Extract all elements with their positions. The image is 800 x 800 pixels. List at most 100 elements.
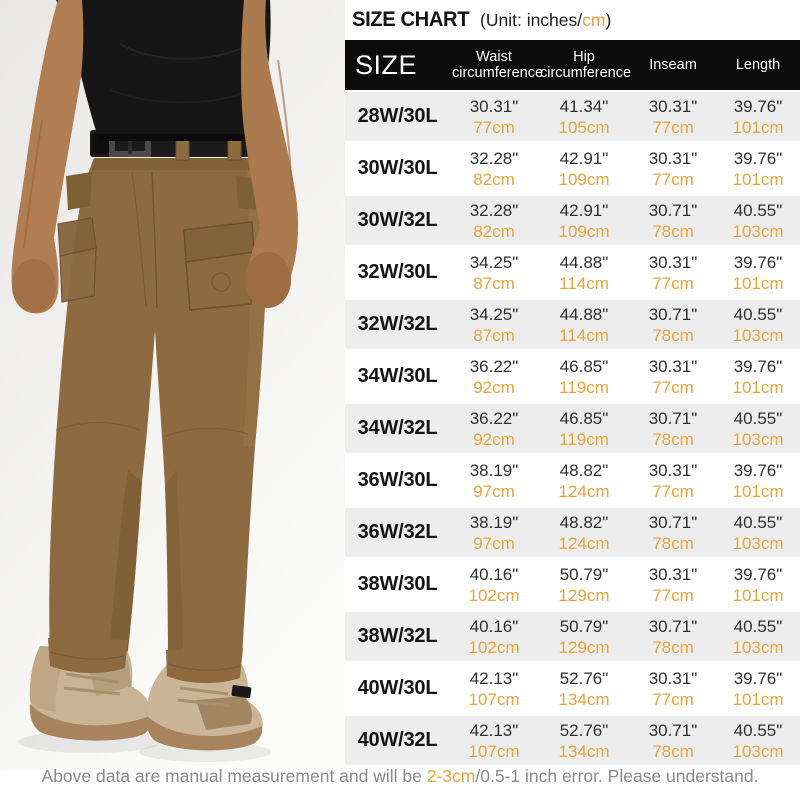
- cm-value: 78cm: [652, 533, 694, 553]
- cm-value: 109cm: [558, 221, 610, 241]
- hip-cell: 44.88" 114cm: [538, 252, 630, 294]
- size-label: 40W/32L: [357, 729, 438, 751]
- inseam-cell: 30.71" 78cm: [630, 408, 716, 450]
- hip-cell: 48.82" 124cm: [538, 460, 630, 502]
- inches-value: 32.28": [469, 148, 519, 168]
- cm-value: 103cm: [732, 637, 784, 657]
- inches-value: 40.55": [733, 408, 783, 428]
- hip-pocket-flap: [66, 172, 92, 210]
- inches-value: 40.16": [469, 616, 519, 636]
- size-chart-title: SIZE CHART (Unit: inches/cm): [345, 0, 800, 40]
- cm-value: 105cm: [558, 117, 610, 137]
- length-cell: 39.76" 101cm: [716, 96, 800, 138]
- inches-value: 39.76": [733, 460, 783, 480]
- inches-value: 40.16": [469, 564, 519, 584]
- inches-value: 52.76": [559, 720, 609, 740]
- inches-value: 30.31": [648, 564, 698, 584]
- unit-prefix: (Unit: inches/: [480, 9, 583, 30]
- table-row: 28W/30L 30.31" 77cm 41.34" 105cm 30.31" 77c…: [345, 92, 800, 141]
- inches-value: 32.28": [469, 200, 519, 220]
- hip-cell: 48.82" 124cm: [538, 512, 630, 554]
- cm-value: 102cm: [468, 585, 520, 605]
- inches-value: 39.76": [733, 252, 783, 272]
- pant-cuffs: [48, 638, 243, 684]
- hip-cell: 52.76" 134cm: [538, 668, 630, 710]
- inseam-cell: 30.31" 77cm: [630, 668, 716, 710]
- column-header-length: Length: [735, 56, 781, 73]
- table-row: 36W/32L 38.19" 97cm 48.82" 124cm 30.71" 78c…: [345, 508, 800, 557]
- cm-value: 101cm: [732, 117, 784, 137]
- table-row: 40W/32L 42.13" 107cm 52.76" 134cm 30.71" 78…: [345, 716, 800, 765]
- length-cell: 39.76" 101cm: [716, 668, 800, 710]
- inches-value: 30.71": [648, 200, 698, 220]
- inches-value: 50.79": [559, 616, 609, 636]
- cm-value: 101cm: [732, 689, 784, 709]
- inseam-cell: 30.71" 78cm: [630, 200, 716, 242]
- waist-cell: 42.13" 107cm: [450, 668, 538, 710]
- cm-value: 77cm: [652, 689, 694, 709]
- cm-value: 101cm: [732, 169, 784, 189]
- inches-value: 42.13": [469, 720, 519, 740]
- cm-value: 114cm: [559, 325, 609, 345]
- waist-cell: 38.19" 97cm: [450, 460, 538, 502]
- cm-value: 101cm: [732, 377, 784, 397]
- inches-value: 30.31": [648, 96, 698, 116]
- inches-value: 38.19": [469, 460, 519, 480]
- cm-value: 77cm: [652, 585, 694, 605]
- pocket-logo-icon: [211, 272, 231, 292]
- inches-value: 34.25": [469, 252, 519, 272]
- inches-value: 34.25": [469, 304, 519, 324]
- cm-value: 107cm: [468, 689, 520, 709]
- table-header-row: SIZE Waist circumference Hip circumferen…: [345, 40, 800, 90]
- size-label: 38W/30L: [357, 573, 438, 595]
- cm-value: 82cm: [473, 221, 515, 241]
- waist-cell: 40.16" 102cm: [450, 616, 538, 658]
- cm-value: 124cm: [558, 481, 610, 501]
- inches-value: 48.82": [559, 512, 609, 532]
- size-label: 34W/30L: [357, 365, 438, 387]
- unit-cm: cm: [582, 9, 606, 30]
- cm-value: 103cm: [732, 533, 784, 553]
- inches-value: 39.76": [733, 148, 783, 168]
- inches-value: 36.22": [469, 356, 519, 376]
- table-row: 40W/30L 42.13" 107cm 52.76" 134cm 30.31" 77…: [345, 664, 800, 713]
- table-row: 38W/32L 40.16" 102cm 50.79" 129cm 30.71" 78…: [345, 612, 800, 661]
- hip-cell: 42.91" 109cm: [538, 148, 630, 190]
- inches-value: 36.22": [469, 408, 519, 428]
- inches-value: 42.91": [559, 200, 609, 220]
- cargo-pocket: [183, 221, 255, 311]
- hip-cell: 42.91" 109cm: [538, 200, 630, 242]
- size-label: 36W/30L: [357, 469, 438, 491]
- cm-value: 129cm: [558, 585, 610, 605]
- cm-value: 119cm: [559, 377, 609, 397]
- cm-value: 87cm: [473, 325, 515, 345]
- cm-value: 129cm: [558, 637, 610, 657]
- model-wearing-cargo-pants-illustration: [0, 0, 345, 770]
- waist-cell: 36.22" 92cm: [450, 408, 538, 450]
- inches-value: 30.31": [648, 460, 698, 480]
- inches-value: 30.31": [648, 148, 698, 168]
- cm-value: 77cm: [652, 377, 694, 397]
- size-label: 28W/30L: [357, 105, 438, 127]
- inches-value: 39.76": [733, 564, 783, 584]
- inches-value: 50.79": [559, 564, 609, 584]
- cm-value: 107cm: [468, 741, 520, 761]
- cm-value: 92cm: [473, 429, 515, 449]
- size-label: 40W/30L: [357, 677, 438, 699]
- table-row: 30W/30L 32.28" 82cm 42.91" 109cm 30.31" 77c…: [345, 144, 800, 193]
- cm-value: 77cm: [652, 481, 694, 501]
- disclaimer-prefix: Above data are manual measurement and wi…: [41, 766, 427, 786]
- hip-cell: 44.88" 114cm: [538, 304, 630, 346]
- inseam-cell: 30.31" 77cm: [630, 252, 716, 294]
- hip-cell: 46.85" 119cm: [538, 408, 630, 450]
- cm-value: 77cm: [652, 169, 694, 189]
- inches-value: 30.31": [648, 668, 698, 688]
- waist-cell: 36.22" 92cm: [450, 356, 538, 398]
- inches-value: 42.91": [559, 148, 609, 168]
- waist-cell: 40.16" 102cm: [450, 564, 538, 606]
- shoe-brand-tab: [231, 685, 252, 699]
- cm-value: 92cm: [473, 377, 515, 397]
- cm-value: 78cm: [652, 429, 694, 449]
- inches-value: 44.88": [559, 252, 609, 272]
- model-arms: [11, 0, 299, 314]
